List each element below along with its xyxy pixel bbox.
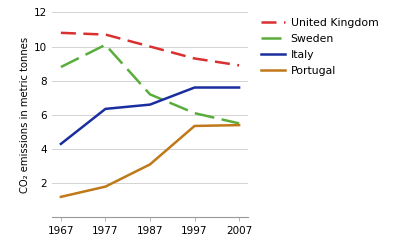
Legend: United Kingdom, Sweden, Italy, Portugal: United Kingdom, Sweden, Italy, Portugal (261, 18, 378, 76)
Y-axis label: CO₂ emissions in metric tonnes: CO₂ emissions in metric tonnes (20, 37, 30, 193)
Italy (148, 103, 152, 106)
Line: Sweden: Sweden (61, 45, 239, 124)
Portugal (148, 163, 152, 166)
Sweden (148, 93, 152, 96)
Sweden (237, 122, 242, 125)
Italy (58, 143, 63, 145)
Portugal (103, 185, 108, 188)
Sweden (58, 65, 63, 68)
United Kingdom (192, 57, 197, 60)
Sweden (103, 43, 108, 46)
United Kingdom (58, 31, 63, 34)
Line: Italy: Italy (61, 87, 239, 144)
Sweden (192, 112, 197, 115)
United Kingdom (148, 45, 152, 48)
Italy (237, 86, 242, 89)
United Kingdom (103, 33, 108, 36)
Italy (103, 107, 108, 110)
Portugal (58, 195, 63, 198)
Italy (192, 86, 197, 89)
Portugal (192, 124, 197, 127)
Line: Portugal: Portugal (61, 125, 239, 197)
United Kingdom (237, 64, 242, 67)
Portugal (237, 124, 242, 127)
Line: United Kingdom: United Kingdom (61, 33, 239, 65)
